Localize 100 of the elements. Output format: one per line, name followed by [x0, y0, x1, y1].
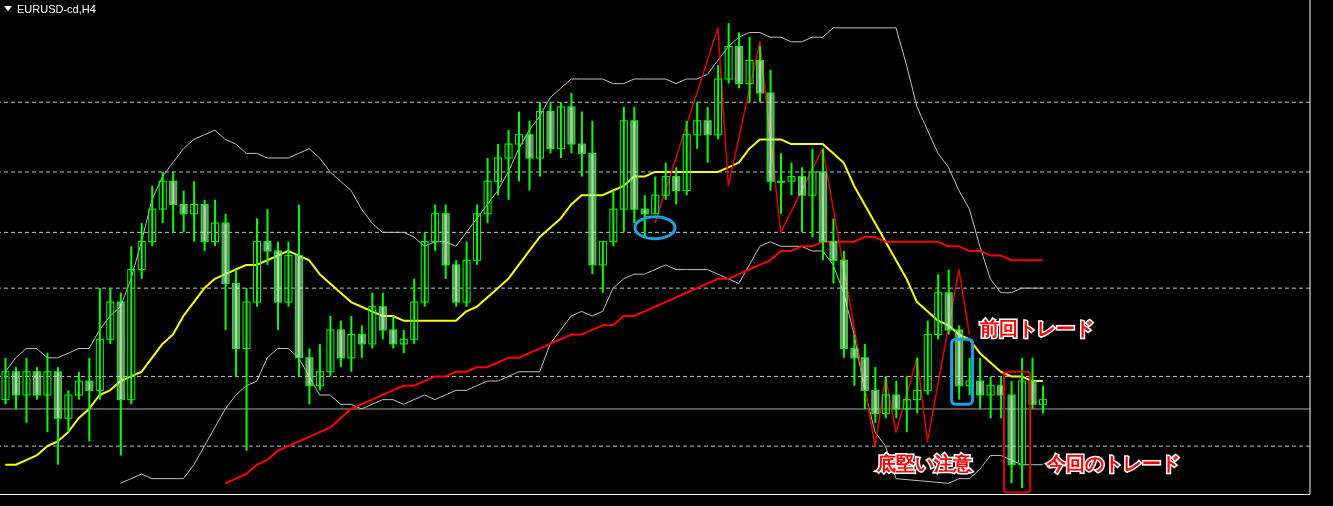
candlestick — [556, 101, 565, 160]
candlestick — [808, 147, 817, 239]
candlestick — [347, 315, 356, 373]
candlestick — [923, 319, 932, 397]
candlestick — [515, 110, 524, 183]
candlestick — [284, 240, 293, 308]
candlestick — [913, 356, 922, 415]
candlestick — [1, 356, 10, 406]
candlestick — [955, 324, 964, 401]
candlestick — [609, 189, 618, 248]
candlestick — [326, 315, 335, 378]
candlestick — [661, 161, 670, 201]
candlestick — [368, 291, 377, 350]
candlestick — [336, 319, 345, 369]
candlestick — [714, 64, 723, 141]
candlestick — [902, 375, 911, 434]
candlestick — [32, 366, 41, 401]
candlestick — [200, 198, 209, 252]
candlestick — [1039, 384, 1048, 415]
candlestick — [43, 352, 52, 434]
candlestick — [577, 110, 586, 178]
candlestick — [452, 259, 461, 308]
candlestick — [74, 370, 83, 401]
candlestick — [976, 356, 985, 410]
candlestick — [504, 129, 513, 201]
candlestick — [850, 333, 859, 387]
candlestick — [273, 240, 282, 331]
candlestick — [148, 184, 157, 248]
candlestick — [294, 203, 303, 378]
candlestick — [567, 91, 576, 155]
candlestick — [693, 101, 702, 150]
chart-title: EURUSD-cd,H4 — [17, 3, 96, 15]
annotation: 底堅い注意 — [876, 452, 974, 475]
candlestick — [169, 170, 178, 234]
candlestick — [598, 240, 607, 294]
candlestick — [860, 342, 869, 410]
candlestick — [640, 194, 649, 239]
candlestick — [892, 380, 901, 420]
candlestick — [137, 222, 146, 280]
candlestick — [64, 389, 73, 434]
candlestick — [106, 287, 115, 345]
candlestick — [1018, 356, 1027, 489]
candlestick — [211, 198, 220, 248]
candlestick — [682, 119, 691, 197]
candlestick — [777, 152, 786, 215]
annotation: 前回トレード — [978, 317, 1094, 340]
candlestick — [735, 31, 744, 90]
candlestick — [619, 105, 628, 234]
candlestick — [494, 143, 503, 197]
candlestick — [420, 231, 429, 308]
candlestick — [525, 119, 534, 192]
candlestick — [473, 203, 482, 266]
candlestick — [818, 147, 827, 262]
candlestick — [881, 375, 890, 420]
candlestick — [934, 273, 943, 341]
candlestick — [588, 119, 597, 276]
candlestick — [535, 101, 544, 178]
candlestick — [546, 101, 555, 155]
candlestick — [986, 375, 995, 420]
candlestick — [672, 166, 681, 206]
candlestick — [724, 22, 733, 85]
candlestick — [703, 105, 712, 164]
candlestick — [305, 347, 314, 406]
candlestick — [462, 240, 471, 308]
candlestick — [797, 166, 806, 234]
candlestick — [179, 189, 188, 234]
candlestick — [441, 203, 450, 280]
candlestick — [95, 287, 104, 401]
candlestick — [190, 180, 199, 243]
candlestick — [839, 249, 848, 359]
candlestick — [389, 315, 398, 350]
candlestick — [242, 287, 251, 452]
candlestick — [1007, 380, 1016, 485]
candlestick — [651, 175, 660, 215]
candlestick — [127, 245, 136, 406]
candlestick — [871, 366, 880, 424]
candlestick — [378, 291, 387, 341]
candlestick — [745, 36, 754, 104]
candlestick — [53, 366, 62, 466]
candlestick — [483, 157, 492, 225]
candlestick — [357, 324, 366, 359]
candlestick — [315, 342, 324, 392]
candlestick — [221, 212, 230, 331]
candlestick — [399, 328, 408, 355]
candlestick — [756, 45, 765, 104]
candlestick — [22, 356, 31, 424]
candlestick — [410, 277, 419, 345]
candlestick — [787, 161, 796, 197]
candlestick — [263, 208, 272, 266]
candlestick — [630, 105, 639, 225]
candlestick — [232, 268, 241, 378]
candlestick — [431, 203, 440, 252]
candlestick — [944, 268, 953, 336]
candlestick — [11, 366, 20, 410]
candlestick — [116, 291, 125, 457]
annotation: 今回のトレード — [1045, 452, 1180, 475]
candlestick — [829, 217, 838, 285]
candlestick — [766, 68, 775, 192]
candlestick — [85, 356, 94, 443]
candlestick — [158, 170, 167, 225]
